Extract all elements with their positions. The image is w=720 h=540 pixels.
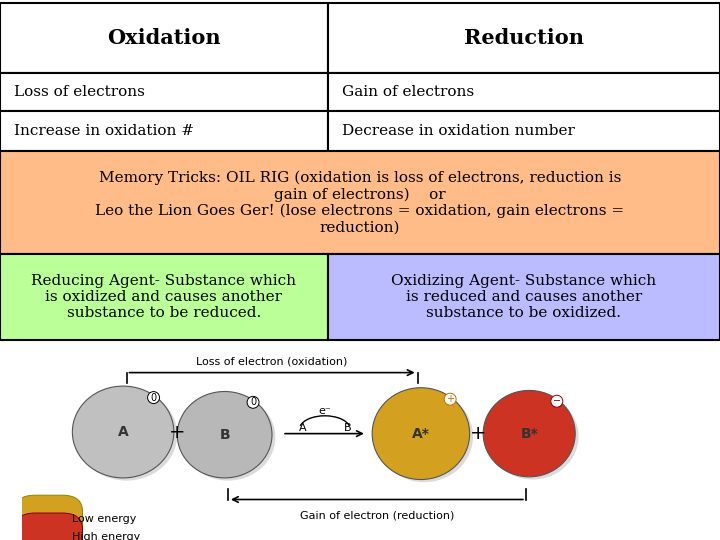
Ellipse shape [487,393,579,480]
Text: Gain of electrons: Gain of electrons [342,85,474,99]
Bar [0,254,328,340]
Bar [328,3,720,73]
Bar [0,73,328,111]
Text: Oxidation: Oxidation [107,28,220,48]
Bar [0,151,720,254]
FancyBboxPatch shape [15,495,83,540]
Text: B: B [220,428,230,442]
Text: Memory Tricks: OIL RIG (oxidation is loss of electrons, reduction is
gain of ele: Memory Tricks: OIL RIG (oxidation is los… [96,171,624,234]
FancyBboxPatch shape [15,513,83,540]
Text: A: A [299,423,306,433]
Text: +: + [169,422,186,442]
Text: Decrease in oxidation number: Decrease in oxidation number [342,124,575,138]
Text: 0: 0 [250,397,256,407]
Text: Reducing Agent- Substance which
is oxidized and causes another
substance to be r: Reducing Agent- Substance which is oxidi… [31,274,297,320]
Text: Loss of electron (oxidation): Loss of electron (oxidation) [197,356,348,366]
Bar [328,73,720,111]
Text: A: A [118,425,128,439]
Text: B*: B* [521,427,538,441]
Ellipse shape [483,390,575,477]
Bar [0,3,328,73]
Ellipse shape [376,390,473,482]
Text: Increase in oxidation #: Increase in oxidation # [14,124,194,138]
Text: Oxidizing Agent- Substance which
is reduced and causes another
substance to be o: Oxidizing Agent- Substance which is redu… [391,274,657,320]
Bar [328,254,720,340]
Text: Reduction: Reduction [464,28,584,48]
Text: −: − [553,396,561,406]
Text: B: B [344,423,351,433]
Bar [0,111,328,151]
Text: +: + [446,394,454,404]
Ellipse shape [372,388,469,480]
Text: +: + [470,424,487,443]
Text: Gain of electron (reduction): Gain of electron (reduction) [300,510,454,521]
Ellipse shape [177,392,272,478]
Ellipse shape [72,386,174,478]
Text: High energy: High energy [72,532,140,540]
Text: e⁻: e⁻ [318,407,331,416]
Ellipse shape [76,389,177,481]
Ellipse shape [181,394,275,481]
Text: Low energy: Low energy [72,515,137,524]
Bar [328,111,720,151]
Text: A*: A* [412,427,430,441]
Text: Loss of electrons: Loss of electrons [14,85,145,99]
Text: 0: 0 [150,393,157,403]
